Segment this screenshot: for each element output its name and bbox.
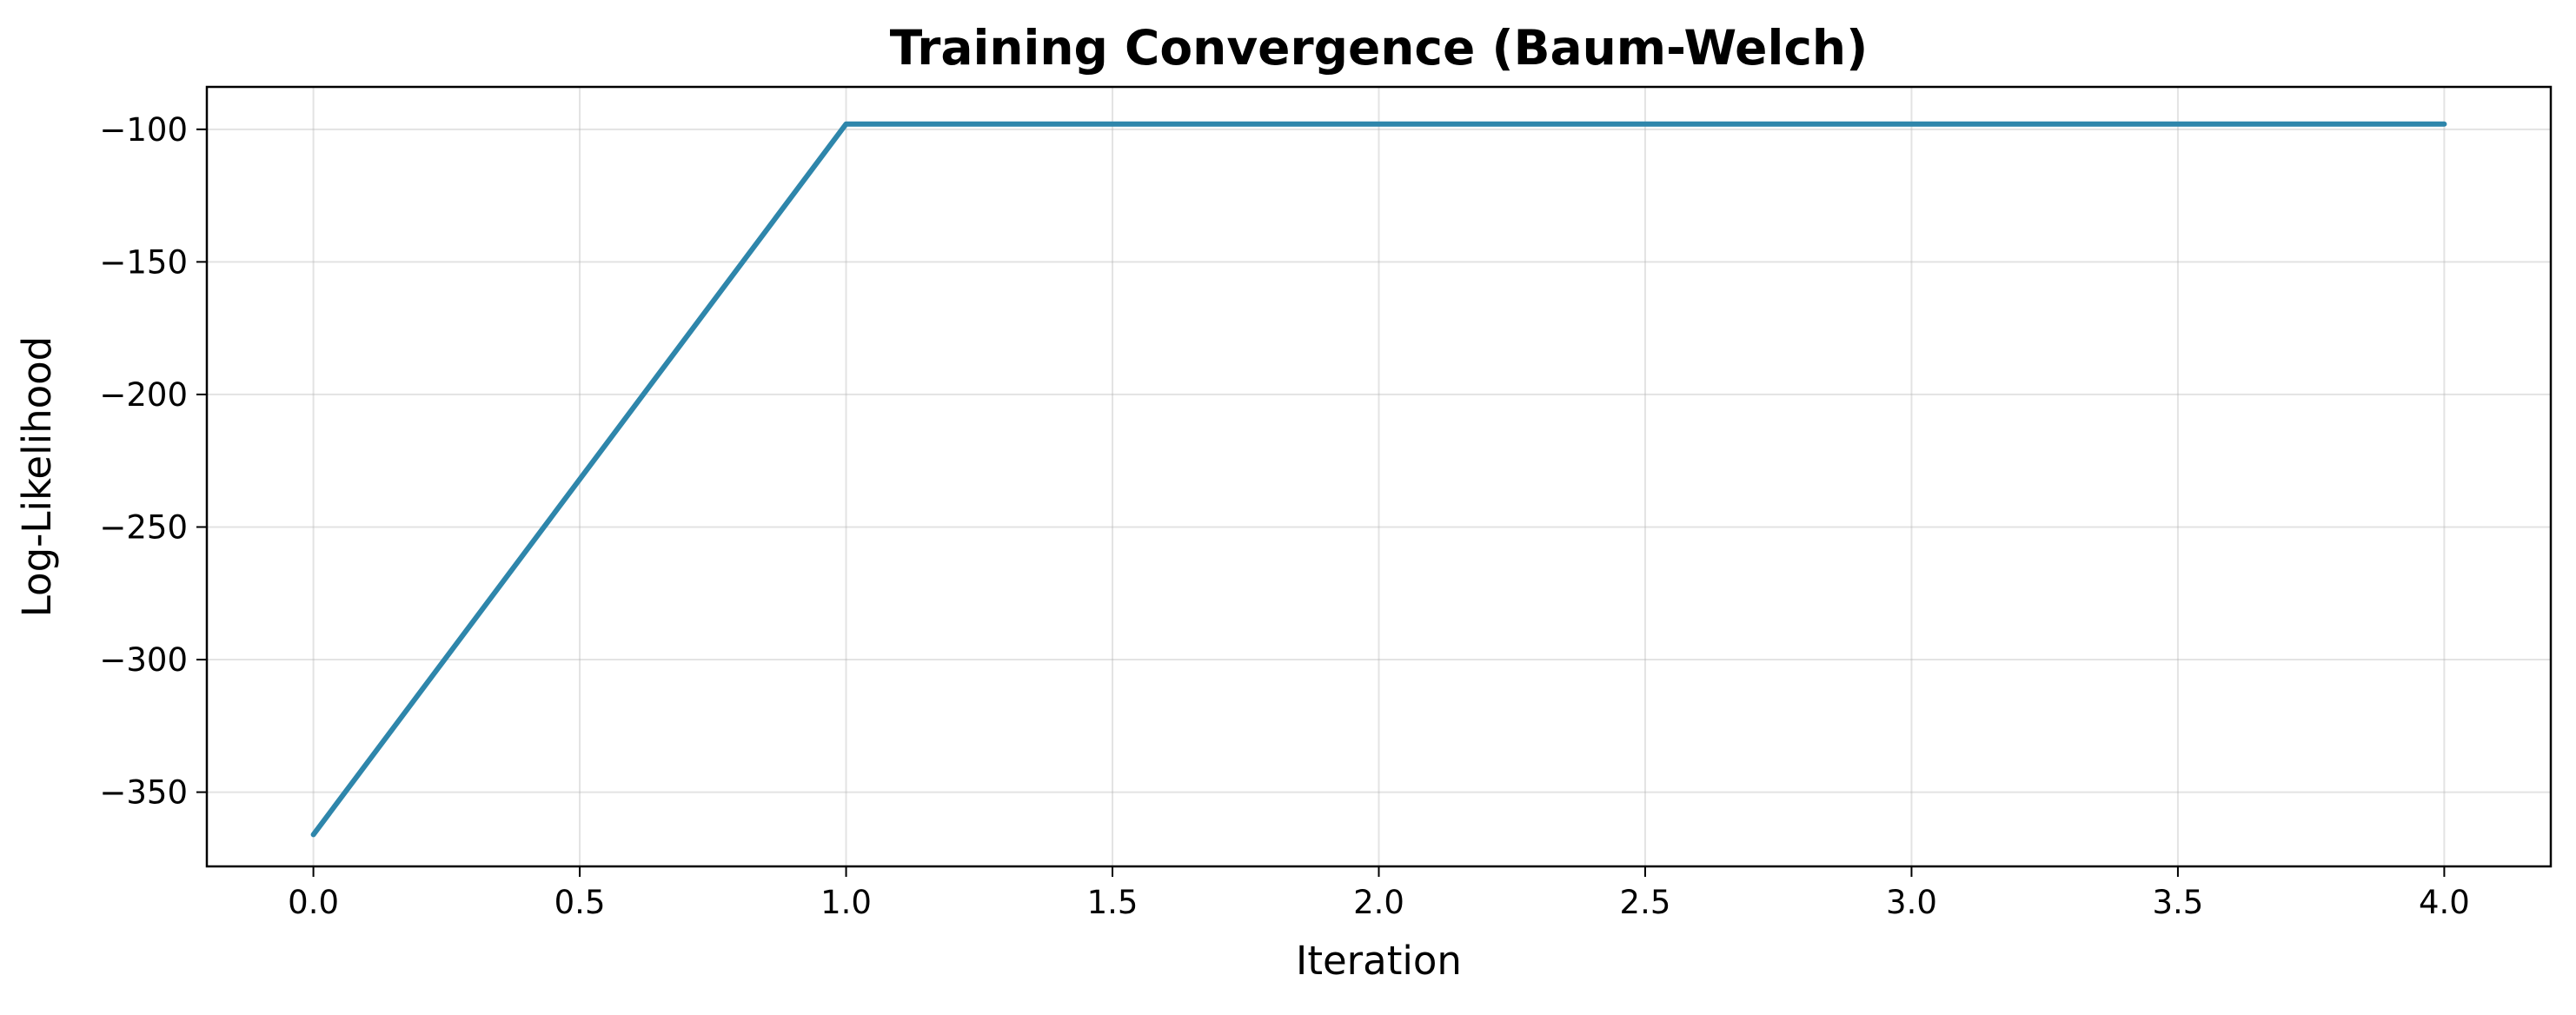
x-tick-label: 3.0 — [1886, 884, 1937, 921]
y-axis-ticks: −100 −150 −200 −250 −300 −350 — [99, 111, 207, 812]
x-tick-label: 3.5 — [2153, 884, 2204, 921]
y-tick-label: −200 — [99, 376, 188, 414]
x-tick-label: 1.0 — [820, 884, 872, 921]
x-tick-label: 4.0 — [2419, 884, 2470, 921]
y-axis-label: Log-Likelihood — [14, 336, 60, 617]
grid — [207, 87, 2551, 866]
y-tick-label: −150 — [99, 243, 188, 281]
x-axis-ticks: 0.0 0.5 1.0 1.5 2.0 2.5 3.0 3.5 4.0 — [288, 866, 2470, 921]
x-axis-label: Iteration — [1296, 938, 1462, 984]
y-tick-label: −350 — [99, 774, 188, 812]
x-tick-label: 2.0 — [1353, 884, 1404, 921]
x-tick-label: 1.5 — [1087, 884, 1139, 921]
series-line — [310, 121, 2447, 838]
y-tick-label: −250 — [99, 508, 188, 546]
y-tick-label: −100 — [99, 111, 188, 149]
series-layer — [310, 121, 2447, 838]
x-tick-label: 2.5 — [1620, 884, 1671, 921]
x-tick-label: 0.0 — [288, 884, 339, 921]
chart-title: Training Convergence (Baum-Welch) — [890, 20, 1868, 76]
x-tick-label: 0.5 — [554, 884, 606, 921]
y-tick-label: −300 — [99, 641, 188, 679]
